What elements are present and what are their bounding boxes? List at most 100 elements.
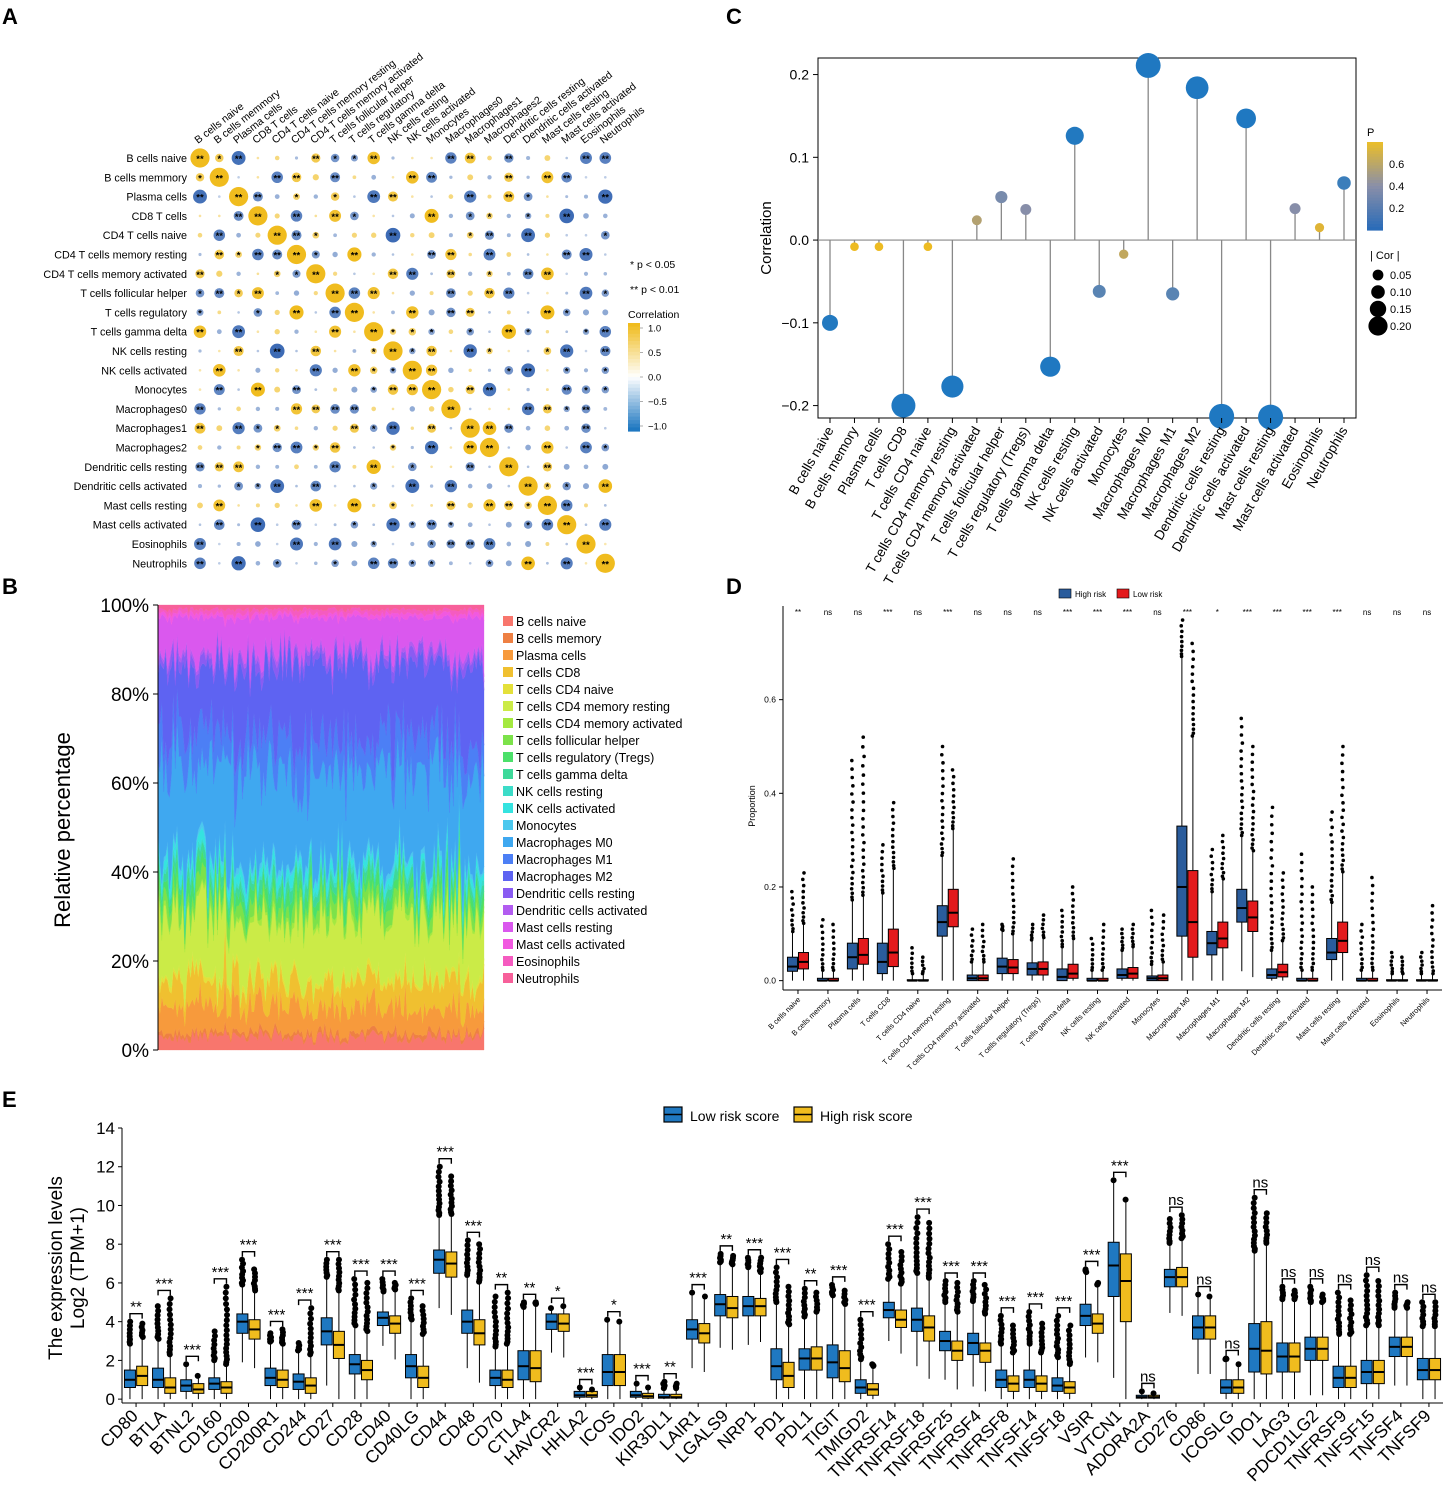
y-tick-label: 10	[96, 1196, 115, 1215]
outlier-point	[730, 1252, 737, 1259]
outlier-point	[849, 886, 854, 891]
corr-cell-circle	[213, 499, 226, 512]
y-tick-label: 0.0	[764, 976, 776, 986]
sig-mark: **	[524, 559, 532, 570]
corr-cell-circle	[198, 349, 202, 353]
box	[1236, 888, 1248, 923]
corr-cell-circle	[411, 253, 414, 256]
outlier-point	[1210, 878, 1215, 882]
b-legend-label: Plasma cells	[516, 649, 586, 663]
b-legend-key	[503, 786, 513, 796]
outlier-point	[1180, 644, 1184, 649]
c-y-tick-label: −0.2	[781, 398, 809, 414]
sig-mark: **	[466, 308, 474, 319]
c-color-legend-swatch	[1367, 200, 1383, 205]
outlier-point	[850, 891, 855, 896]
outlier-point	[954, 1284, 961, 1291]
b-legend-label: Mast cells activated	[516, 938, 625, 952]
sig-label: ns	[1363, 608, 1371, 617]
corr-cell-circle	[465, 462, 475, 472]
outlier-point	[166, 1306, 173, 1313]
corr-cell-circle	[565, 291, 569, 295]
b-legend-key	[503, 650, 513, 660]
sig-mark: **	[428, 366, 436, 377]
outlier-point	[1011, 910, 1016, 914]
outlier-point	[861, 875, 866, 879]
sig-bracket	[1394, 1283, 1408, 1290]
outlier-point	[1071, 898, 1076, 902]
b-legend-key	[503, 854, 513, 864]
corr-cell-circle	[351, 540, 358, 548]
corr-cell-circle	[255, 561, 261, 566]
outlier-point	[154, 1303, 161, 1310]
outlier-point	[891, 850, 896, 855]
outlier-point	[785, 1283, 792, 1290]
sig-bracket	[1281, 1278, 1296, 1284]
corr-cell-circle	[367, 190, 381, 203]
corr-cell-circle	[561, 249, 572, 260]
c-y-axis-title: Correlation	[758, 201, 775, 274]
c-color-legend-swatch	[1367, 209, 1383, 213]
sig-mark: **	[544, 521, 552, 532]
outlier-point	[1250, 1199, 1257, 1206]
sig-mark: **	[293, 251, 301, 262]
corr-cell-circle	[217, 310, 222, 315]
sig-mark: **	[235, 559, 243, 570]
corr-cell-circle	[370, 482, 378, 490]
c-color-legend-swatch	[1367, 177, 1383, 181]
corr-cell-circle	[448, 386, 454, 393]
corr-cell-circle	[294, 156, 299, 160]
c-lollipop-head	[874, 242, 884, 252]
outlier-point	[1221, 856, 1226, 861]
corr-cell-circle	[546, 253, 549, 256]
sig-label: **	[720, 1231, 732, 1248]
corr-cell-circle	[604, 542, 607, 546]
corr-cell-circle	[389, 501, 397, 510]
sig-mark: **	[409, 308, 417, 319]
outlier-point	[1149, 955, 1153, 960]
corr-cell-circle	[389, 367, 397, 374]
outlier-point	[1330, 847, 1334, 851]
sig-label: ***	[1055, 1293, 1073, 1310]
sig-label: ***	[296, 1285, 314, 1302]
corr-cell-circle	[255, 232, 261, 238]
corr-cell-circle	[598, 189, 613, 204]
outlier-point	[941, 784, 945, 788]
outlier-point	[791, 926, 795, 931]
sig-mark: **	[254, 212, 262, 223]
corr-cell-circle	[325, 283, 345, 303]
corr-cell-circle	[313, 194, 318, 199]
sig-mark: *	[526, 501, 530, 512]
b-y-tick-label: 0%	[122, 1041, 150, 1062]
corr-cell-circle	[233, 461, 245, 473]
corr-cell-circle	[194, 403, 206, 415]
corr-cell-circle	[507, 446, 511, 449]
sig-label: ns	[1393, 1270, 1409, 1287]
row-label: Neutrophils	[132, 558, 187, 570]
outlier-point	[821, 917, 825, 922]
sig-mark: **	[563, 386, 571, 397]
outlier-point	[1375, 1277, 1382, 1284]
corr-cell-circle	[405, 479, 420, 494]
corr-cell-circle	[389, 444, 397, 451]
corr-cell-circle	[603, 406, 608, 411]
corr-cell-circle	[236, 271, 241, 276]
outlier-point	[492, 1323, 499, 1330]
sig-mark: **	[389, 386, 397, 397]
c-color-legend-swatch	[1367, 171, 1383, 175]
y-tick-label: 0	[106, 1390, 115, 1409]
outlier-point	[940, 768, 945, 773]
corr-cell-circle	[430, 195, 433, 198]
outlier-point	[224, 1311, 231, 1318]
outlier-point	[1251, 796, 1255, 801]
corr-cell-circle	[251, 287, 264, 300]
outlier-point	[774, 1274, 781, 1281]
outlier-point	[1120, 939, 1124, 944]
corr-cell-circle	[314, 311, 318, 314]
sig-mark: **	[351, 501, 359, 512]
corr-cell-circle	[272, 558, 282, 568]
sig-mark: **	[389, 521, 397, 532]
sig-bracket	[438, 1158, 453, 1164]
c-lollipop-head	[1119, 249, 1129, 259]
outlier-point	[862, 862, 866, 866]
